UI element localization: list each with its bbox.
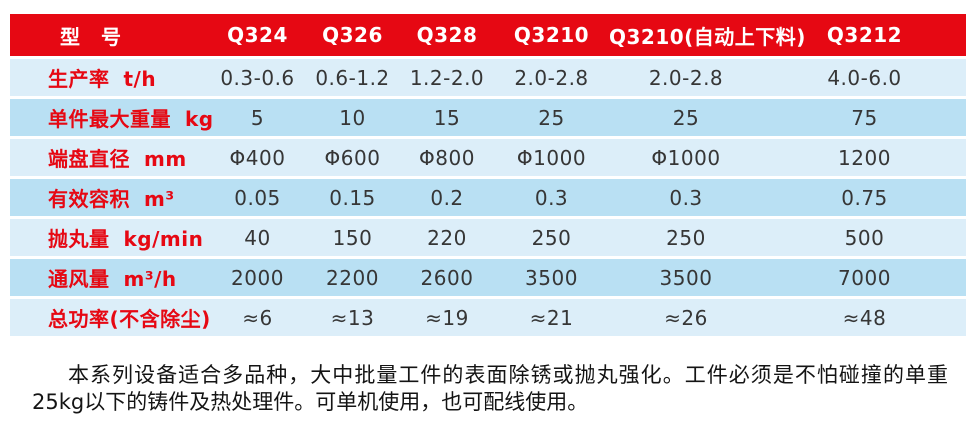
row-label-text: 单件最大重量 [48,107,171,131]
cell-value: 0.3 [534,185,569,210]
header-model-q324: Q324 [227,23,288,47]
cell-value: 1.2-2.0 [409,65,485,90]
cell-value: 5 [250,105,265,130]
row-label-text: 总功率(不含除尘) [48,307,211,331]
cell-value: ≈21 [529,305,574,330]
cell-value: 7000 [838,265,891,290]
cell-value: Φ600 [324,145,381,170]
table-row-end-disk-diameter: 端盘直径 mm Φ400 Φ600 Φ800 Φ1000 Φ1000 1200 [10,139,966,176]
header-model-q328: Q328 [416,23,478,47]
cell-value: 15 [433,105,461,130]
table-row-total-power: 总功率(不含除尘) ≈6 ≈13 ≈19 ≈21 ≈26 ≈48 [10,299,966,336]
row-unit: t/h [123,67,157,91]
header-model-q3210-auto: Q3210(自动上下料) [609,24,806,49]
table-row-shot-flow: 抛丸量 kg/min 40 150 220 250 250 500 [10,219,966,256]
table-row-effective-volume: 有效容积 m³ 0.05 0.15 0.2 0.3 0.3 0.75 [10,179,966,216]
cell-value: 3500 [525,265,578,290]
table-row-ventilation: 通风量 m³/h 2000 2200 2600 3500 3500 7000 [10,259,966,296]
cell-value: Φ400 [229,145,286,170]
cell-value: 220 [427,225,467,250]
row-label-text: 端盘直径 [48,147,130,171]
row-label: 通风量 m³/h [10,263,210,292]
cell-value: 3500 [659,265,713,290]
cell-value: 2200 [326,265,379,290]
row-label: 总功率(不含除尘) [10,303,210,332]
cell-value: 25 [672,105,700,130]
header-model-q3210: Q3210 [513,23,590,47]
row-unit: kg [185,107,214,131]
cell-value: 0.3-0.6 [220,65,295,90]
table-row-productivity: 生产率 t/h 0.3-0.6 0.6-1.2 1.2-2.0 2.0-2.8 2… [10,59,966,96]
cell-value: ≈26 [664,305,708,330]
cell-value: Φ800 [419,145,475,170]
row-label-text: 通风量 [48,267,110,291]
cell-value: ≈13 [330,305,375,330]
cell-value: 0.15 [329,185,376,210]
row-label-text: 生产率 [48,67,110,91]
row-label: 抛丸量 kg/min [10,223,210,252]
cell-value: 75 [851,105,878,130]
cell-value: 250 [531,225,572,250]
cell-value: 2000 [231,265,284,290]
row-unit: m³ [144,187,175,211]
cell-value: 0.75 [841,185,888,210]
cell-value: 0.3 [669,185,703,210]
row-label: 有效容积 m³ [10,183,210,212]
cell-value: 2600 [420,265,474,290]
row-label: 单件最大重量 kg [10,103,213,132]
spec-table: 型 号 Q324 Q326 Q328 Q3210 Q3210(自动上下料) Q3… [10,14,966,336]
cell-value: 4.0-6.0 [827,65,902,90]
row-unit: mm [144,147,187,171]
cell-value: 2.0-2.8 [514,65,589,90]
row-label-text: 抛丸量 [48,227,110,251]
row-unit: m³/h [123,267,177,291]
header-model-label: 型 号 [60,24,122,49]
series-description: 本系列设备适合多品种，大中批量工件的表面除锈或抛丸强化。工件必须是不怕碰撞的单重… [32,363,948,414]
header-model-q3212: Q3212 [826,23,903,47]
table-header-row: 型 号 Q324 Q326 Q328 Q3210 Q3210(自动上下料) Q3… [10,14,966,56]
table-row-max-piece-weight: 单件最大重量 kg 5 10 15 25 25 75 [10,99,966,136]
cell-value: 150 [332,225,373,250]
row-label: 端盘直径 mm [10,143,210,172]
row-label: 生产率 t/h [10,63,210,92]
cell-value: 0.2 [430,185,464,210]
cell-value: 500 [844,225,885,250]
cell-value: 1200 [838,145,891,170]
cell-value: 250 [666,225,706,250]
cell-value: 10 [339,105,366,130]
row-label-text: 有效容积 [48,187,130,211]
cell-value: Φ1000 [651,145,721,170]
cell-value: ≈48 [842,305,887,330]
cell-value: ≈6 [242,305,273,330]
cell-value: 25 [538,105,565,130]
cell-value: 0.05 [234,185,281,210]
row-unit: kg/min [123,227,204,251]
header-model-q326: Q326 [322,23,383,47]
cell-value: 2.0-2.8 [648,65,724,90]
cell-value: Φ1000 [516,145,587,170]
cell-value: 0.6-1.2 [315,65,390,90]
cell-value: ≈19 [425,305,469,330]
cell-value: 40 [244,225,271,250]
